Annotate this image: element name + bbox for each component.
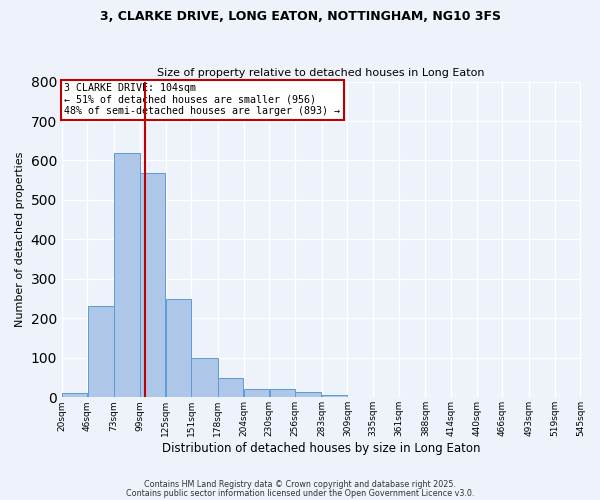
Title: Size of property relative to detached houses in Long Eaton: Size of property relative to detached ho… (157, 68, 485, 78)
Bar (88, 306, 114, 398)
Bar (115, 152, 140, 398)
Bar (62, 394, 87, 398)
Bar (322, 394, 347, 398)
Bar (295, 392, 322, 398)
Text: Contains public sector information licensed under the Open Government Licence v3: Contains public sector information licen… (126, 488, 474, 498)
Y-axis label: Number of detached properties: Number of detached properties (15, 152, 25, 327)
Text: 3, CLARKE DRIVE, LONG EATON, NOTTINGHAM, NG10 3FS: 3, CLARKE DRIVE, LONG EATON, NOTTINGHAM,… (100, 10, 500, 23)
Text: 3 CLARKE DRIVE: 104sqm
← 51% of detached houses are smaller (956)
48% of semi-de: 3 CLARKE DRIVE: 104sqm ← 51% of detached… (64, 83, 340, 116)
X-axis label: Distribution of detached houses by size in Long Eaton: Distribution of detached houses by size … (162, 442, 481, 455)
Bar (244, 388, 269, 398)
Bar (269, 388, 295, 398)
Bar (191, 358, 218, 398)
Bar (218, 378, 244, 398)
Text: Contains HM Land Registry data © Crown copyright and database right 2025.: Contains HM Land Registry data © Crown c… (144, 480, 456, 489)
Bar (140, 173, 165, 398)
Bar (166, 298, 191, 398)
